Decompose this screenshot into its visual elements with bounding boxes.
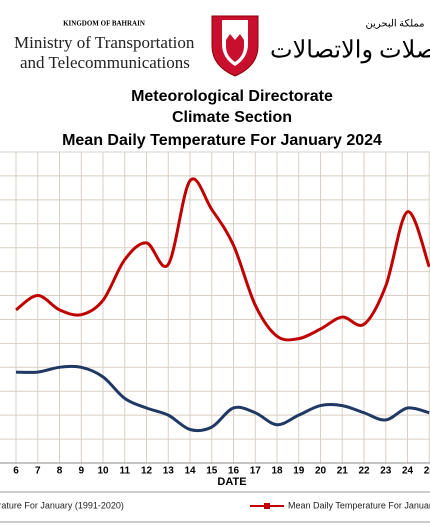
legend-marker <box>264 503 270 509</box>
x-tick-label: 7 <box>35 466 41 477</box>
x-tick-label: 8 <box>57 466 63 477</box>
chart-title: Mean Daily Temperature For January 2024 <box>62 132 382 149</box>
chart-title: Climate Section <box>172 109 292 126</box>
x-tick-label: 21 <box>337 466 349 477</box>
x-tick-label: 23 <box>380 466 392 477</box>
x-tick-label: 11 <box>119 466 130 477</box>
x-tick-label: 22 <box>358 466 370 477</box>
legend-label: Mean Daily Temperature For January (1991… <box>0 500 124 510</box>
chart-title: Meteorological Directorate <box>131 88 333 105</box>
x-tick-label: 18 <box>271 466 283 477</box>
x-tick-label: 19 <box>293 466 305 477</box>
series-line <box>15 364 430 433</box>
series-line <box>15 177 430 342</box>
ministry-line1: Ministry of Transportation <box>14 33 195 52</box>
x-tick-label: 20 <box>315 466 327 477</box>
x-tick-label: 16 <box>228 466 240 477</box>
x-axis-title: DATE <box>217 476 246 488</box>
x-tick-label: 14 <box>184 466 196 477</box>
ministry-line2: and Telecommunications <box>20 53 190 72</box>
x-tick-label: 12 <box>141 466 153 477</box>
x-tick-label: 17 <box>250 466 262 477</box>
x-tick-label: 25 <box>424 466 430 477</box>
arabic-kingdom: مملكة البحرين <box>365 18 424 29</box>
x-tick-label: 24 <box>402 466 414 477</box>
x-tick-label: 9 <box>78 466 84 477</box>
x-tick-label: 6 <box>13 466 19 477</box>
arabic-ministry: وزارة المواصلات والاتصالات <box>270 38 430 64</box>
legend-label: Mean Daily Temperature For January 2024 <box>288 500 430 510</box>
x-tick-label: 10 <box>97 466 109 477</box>
legend-box <box>0 491 430 523</box>
emblem <box>211 15 259 77</box>
x-tick-label: 13 <box>163 466 175 477</box>
x-tick-label: 15 <box>206 466 218 477</box>
kingdom-text: KINGDOM OF BAHRAIN <box>63 20 145 28</box>
